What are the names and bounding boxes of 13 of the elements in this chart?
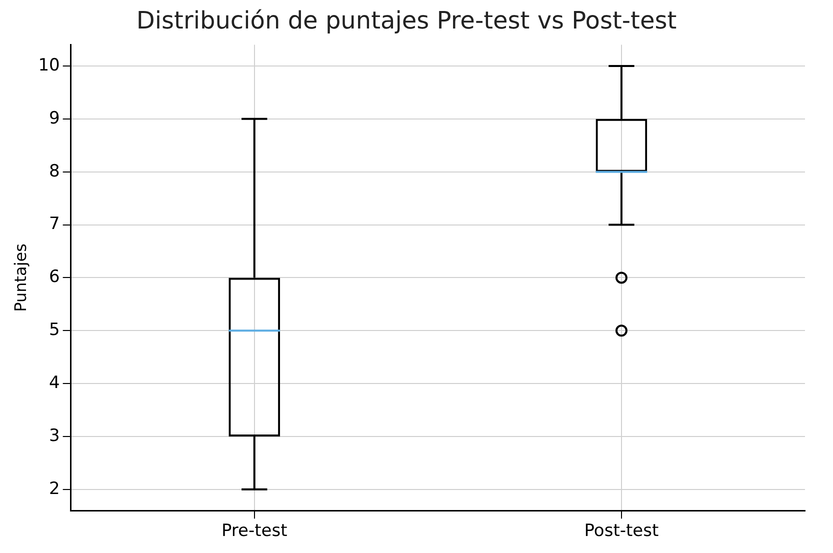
y-tick-label: 3 [49,426,60,446]
y-tick-label: 8 [49,161,60,182]
x-tick-label: Post-test [584,521,659,542]
y-axis-title: Puntajes [10,244,30,312]
y-tick-label: 2 [49,478,60,499]
y-tick-label: 4 [49,372,60,393]
y-tick-label: 7 [49,214,60,234]
y-tick-label: 9 [49,108,60,128]
x-tick-label: Pre-test [221,521,288,542]
chart-title: Distribución de puntajes Pre-test vs Post-test [136,6,677,35]
y-tick-label: 6 [49,267,60,288]
y-tick-label: 10 [38,55,60,76]
y-tick-label: 5 [49,320,60,340]
